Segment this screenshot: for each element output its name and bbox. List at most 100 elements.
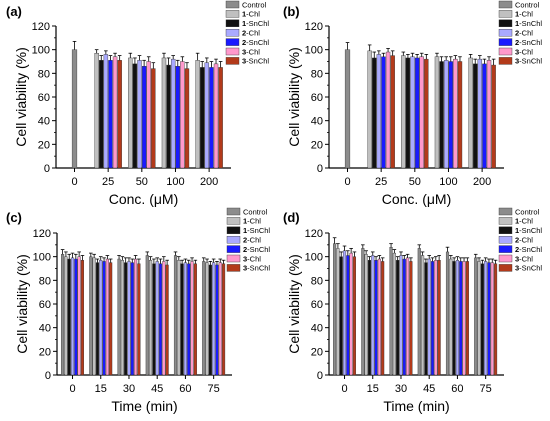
- bar-3-chl: [462, 261, 466, 376]
- x-tick-label: 200: [200, 176, 218, 188]
- bar-2-snchl: [374, 260, 378, 376]
- panel-label: (d): [283, 210, 300, 225]
- bar-2-chl: [99, 260, 103, 376]
- bar-control: [474, 257, 478, 376]
- bar-2-chl: [410, 56, 415, 169]
- bar-2-snchl: [130, 262, 134, 376]
- bar-3-snchl: [109, 262, 113, 376]
- bar-3-snchl: [352, 256, 356, 376]
- y-tick-label: 120: [305, 228, 323, 240]
- bar-3-snchl: [390, 55, 395, 169]
- bar-3-chl: [146, 61, 151, 169]
- bar-3-chl: [434, 260, 438, 376]
- bar-2-chl: [170, 58, 176, 169]
- x-axis-title: Time (min): [111, 398, 177, 414]
- y-tick-label: 120: [33, 228, 51, 240]
- legend-entry: 2-SnChl: [242, 38, 269, 47]
- legend-entry: 2-Chl: [243, 236, 261, 245]
- bar-2-chl: [376, 54, 382, 169]
- bar-control: [333, 243, 337, 376]
- bar-1-chl: [64, 256, 68, 376]
- x-tick-label: 60: [451, 383, 463, 395]
- bar-control: [202, 261, 206, 376]
- legend-entry: Control: [515, 0, 540, 9]
- legend-entry: 2-SnChl: [515, 245, 542, 254]
- bar-3-chl: [112, 56, 118, 169]
- bar-2-chl: [212, 262, 216, 376]
- bar-3-chl: [190, 261, 194, 376]
- bar-control: [71, 49, 78, 169]
- y-tick-label: 80: [38, 68, 50, 80]
- legend-swatch: [226, 226, 241, 235]
- bar-2-chl: [103, 54, 109, 169]
- bar-1-chl: [401, 55, 406, 169]
- bar-3-snchl: [424, 58, 429, 169]
- bar-3-snchl: [165, 264, 169, 376]
- bar-3-chl: [134, 258, 138, 376]
- y-tick-label: 60: [39, 299, 51, 311]
- y-tick-label: 20: [311, 139, 323, 151]
- panel-label: (a): [6, 4, 22, 19]
- x-axis-title: Conc. (μM): [382, 191, 452, 207]
- legend-swatch: [498, 254, 513, 263]
- bar-1-snchl: [132, 63, 138, 169]
- bar-3-snchl: [409, 261, 413, 376]
- bar-3-chl: [105, 258, 109, 376]
- legend-entry: 3-SnChl: [243, 264, 270, 273]
- legend-entry: 3-SnChl: [515, 264, 542, 273]
- y-tick-label: 100: [305, 45, 323, 57]
- panel-label: (b): [283, 4, 300, 19]
- legend-swatch: [498, 38, 513, 46]
- bar-2-snchl: [402, 258, 406, 376]
- y-tick-label: 20: [311, 346, 323, 358]
- legend-swatch: [226, 245, 241, 253]
- y-tick-label: 40: [311, 116, 323, 128]
- legend-swatch: [498, 226, 513, 235]
- bar-1-chl: [449, 258, 453, 376]
- bar-2-chl: [204, 62, 210, 169]
- legend-swatch: [225, 29, 240, 37]
- bar-2-snchl: [74, 258, 78, 376]
- bar-control: [361, 248, 365, 376]
- bar-2-snchl: [215, 264, 219, 376]
- legend-entry: 3-Chl: [243, 254, 261, 263]
- legend-entry: 2-Chl: [515, 236, 533, 245]
- bar-3-snchl: [222, 263, 226, 376]
- bar-3-chl: [77, 256, 81, 376]
- bar-1-snchl: [405, 57, 411, 169]
- bar-1-chl: [161, 57, 167, 169]
- y-tick-label: 120: [32, 21, 50, 33]
- bar-2-chl: [371, 255, 375, 376]
- legend-swatch: [498, 57, 513, 65]
- bar-1-chl: [94, 53, 99, 169]
- bar-3-snchl: [491, 64, 496, 169]
- bar-2-snchl: [158, 263, 163, 376]
- chart-panel: 0 20 40 60 80 100 120 0 15 30 45 60 75 Time (min) Cell…: [283, 207, 542, 414]
- legend-swatch: [225, 0, 240, 9]
- bar-2-snchl: [487, 262, 491, 376]
- bar-1-snchl: [208, 264, 212, 376]
- bar-3-snchl: [117, 60, 122, 169]
- legend-swatch: [498, 264, 513, 272]
- bar-control: [344, 49, 351, 169]
- x-tick-label: 30: [123, 383, 135, 395]
- bar-1-chl: [336, 248, 340, 376]
- bar-2-chl: [427, 258, 431, 376]
- x-tick-label: 45: [151, 383, 163, 395]
- y-axis-title: Cell viability (%): [286, 47, 302, 147]
- legend-swatch: [226, 207, 241, 216]
- bar-3-snchl: [437, 260, 441, 376]
- bar-1-chl: [468, 57, 473, 169]
- legend-entry: Control: [243, 207, 268, 216]
- bar-3-chl: [218, 262, 222, 376]
- y-tick-label: 60: [38, 92, 50, 104]
- legend-entry: 3-Chl: [515, 47, 533, 56]
- legend-swatch: [226, 217, 241, 225]
- bar-1-chl: [128, 57, 133, 169]
- x-tick-label: 60: [179, 383, 191, 395]
- bar-3-chl: [385, 51, 391, 169]
- bar-control: [89, 256, 93, 376]
- legend-entry: 1-SnChl: [242, 19, 269, 28]
- legend-entry: 3-Chl: [242, 47, 260, 56]
- bar-2-snchl: [102, 261, 106, 376]
